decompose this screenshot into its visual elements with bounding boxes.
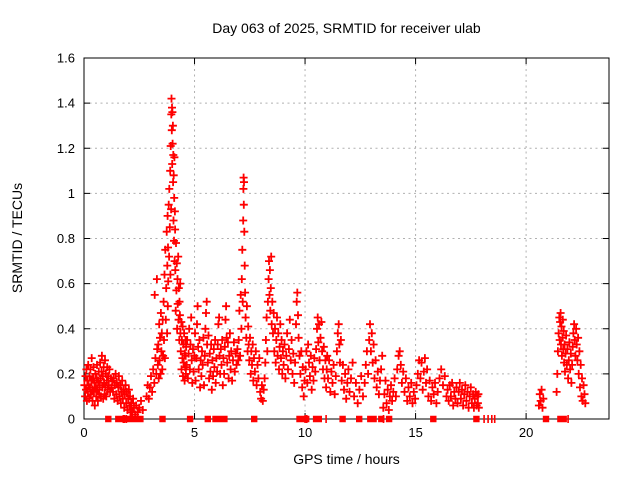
near-zero-ticks — [122, 415, 569, 423]
tick-marks — [83, 57, 609, 420]
y-tick-label: 0.4 — [57, 321, 75, 336]
x-tick-label: 15 — [408, 425, 422, 440]
y-tick-label: 1.4 — [57, 96, 75, 111]
y-tick-label: 0.2 — [57, 366, 75, 381]
y-tick-label: 1.2 — [57, 141, 75, 156]
scatter-points — [80, 94, 590, 419]
grid-lines — [84, 58, 609, 419]
x-tick-label: 20 — [519, 425, 533, 440]
y-tick-label: 0 — [68, 412, 75, 427]
y-tick-label: 0.8 — [57, 231, 75, 246]
zero-flag-squares — [105, 415, 567, 423]
chart-title: Day 063 of 2025, SRMTID for receiver ula… — [212, 20, 481, 36]
y-tick-label: 0.6 — [57, 276, 75, 291]
y-tick-label: 1.6 — [57, 51, 75, 66]
y-tick-label: 1 — [68, 186, 75, 201]
x-axis-label: GPS time / hours — [293, 451, 400, 467]
x-tick-label: 5 — [191, 425, 198, 440]
x-tick-label: 10 — [298, 425, 312, 440]
x-tick-label: 0 — [80, 425, 87, 440]
